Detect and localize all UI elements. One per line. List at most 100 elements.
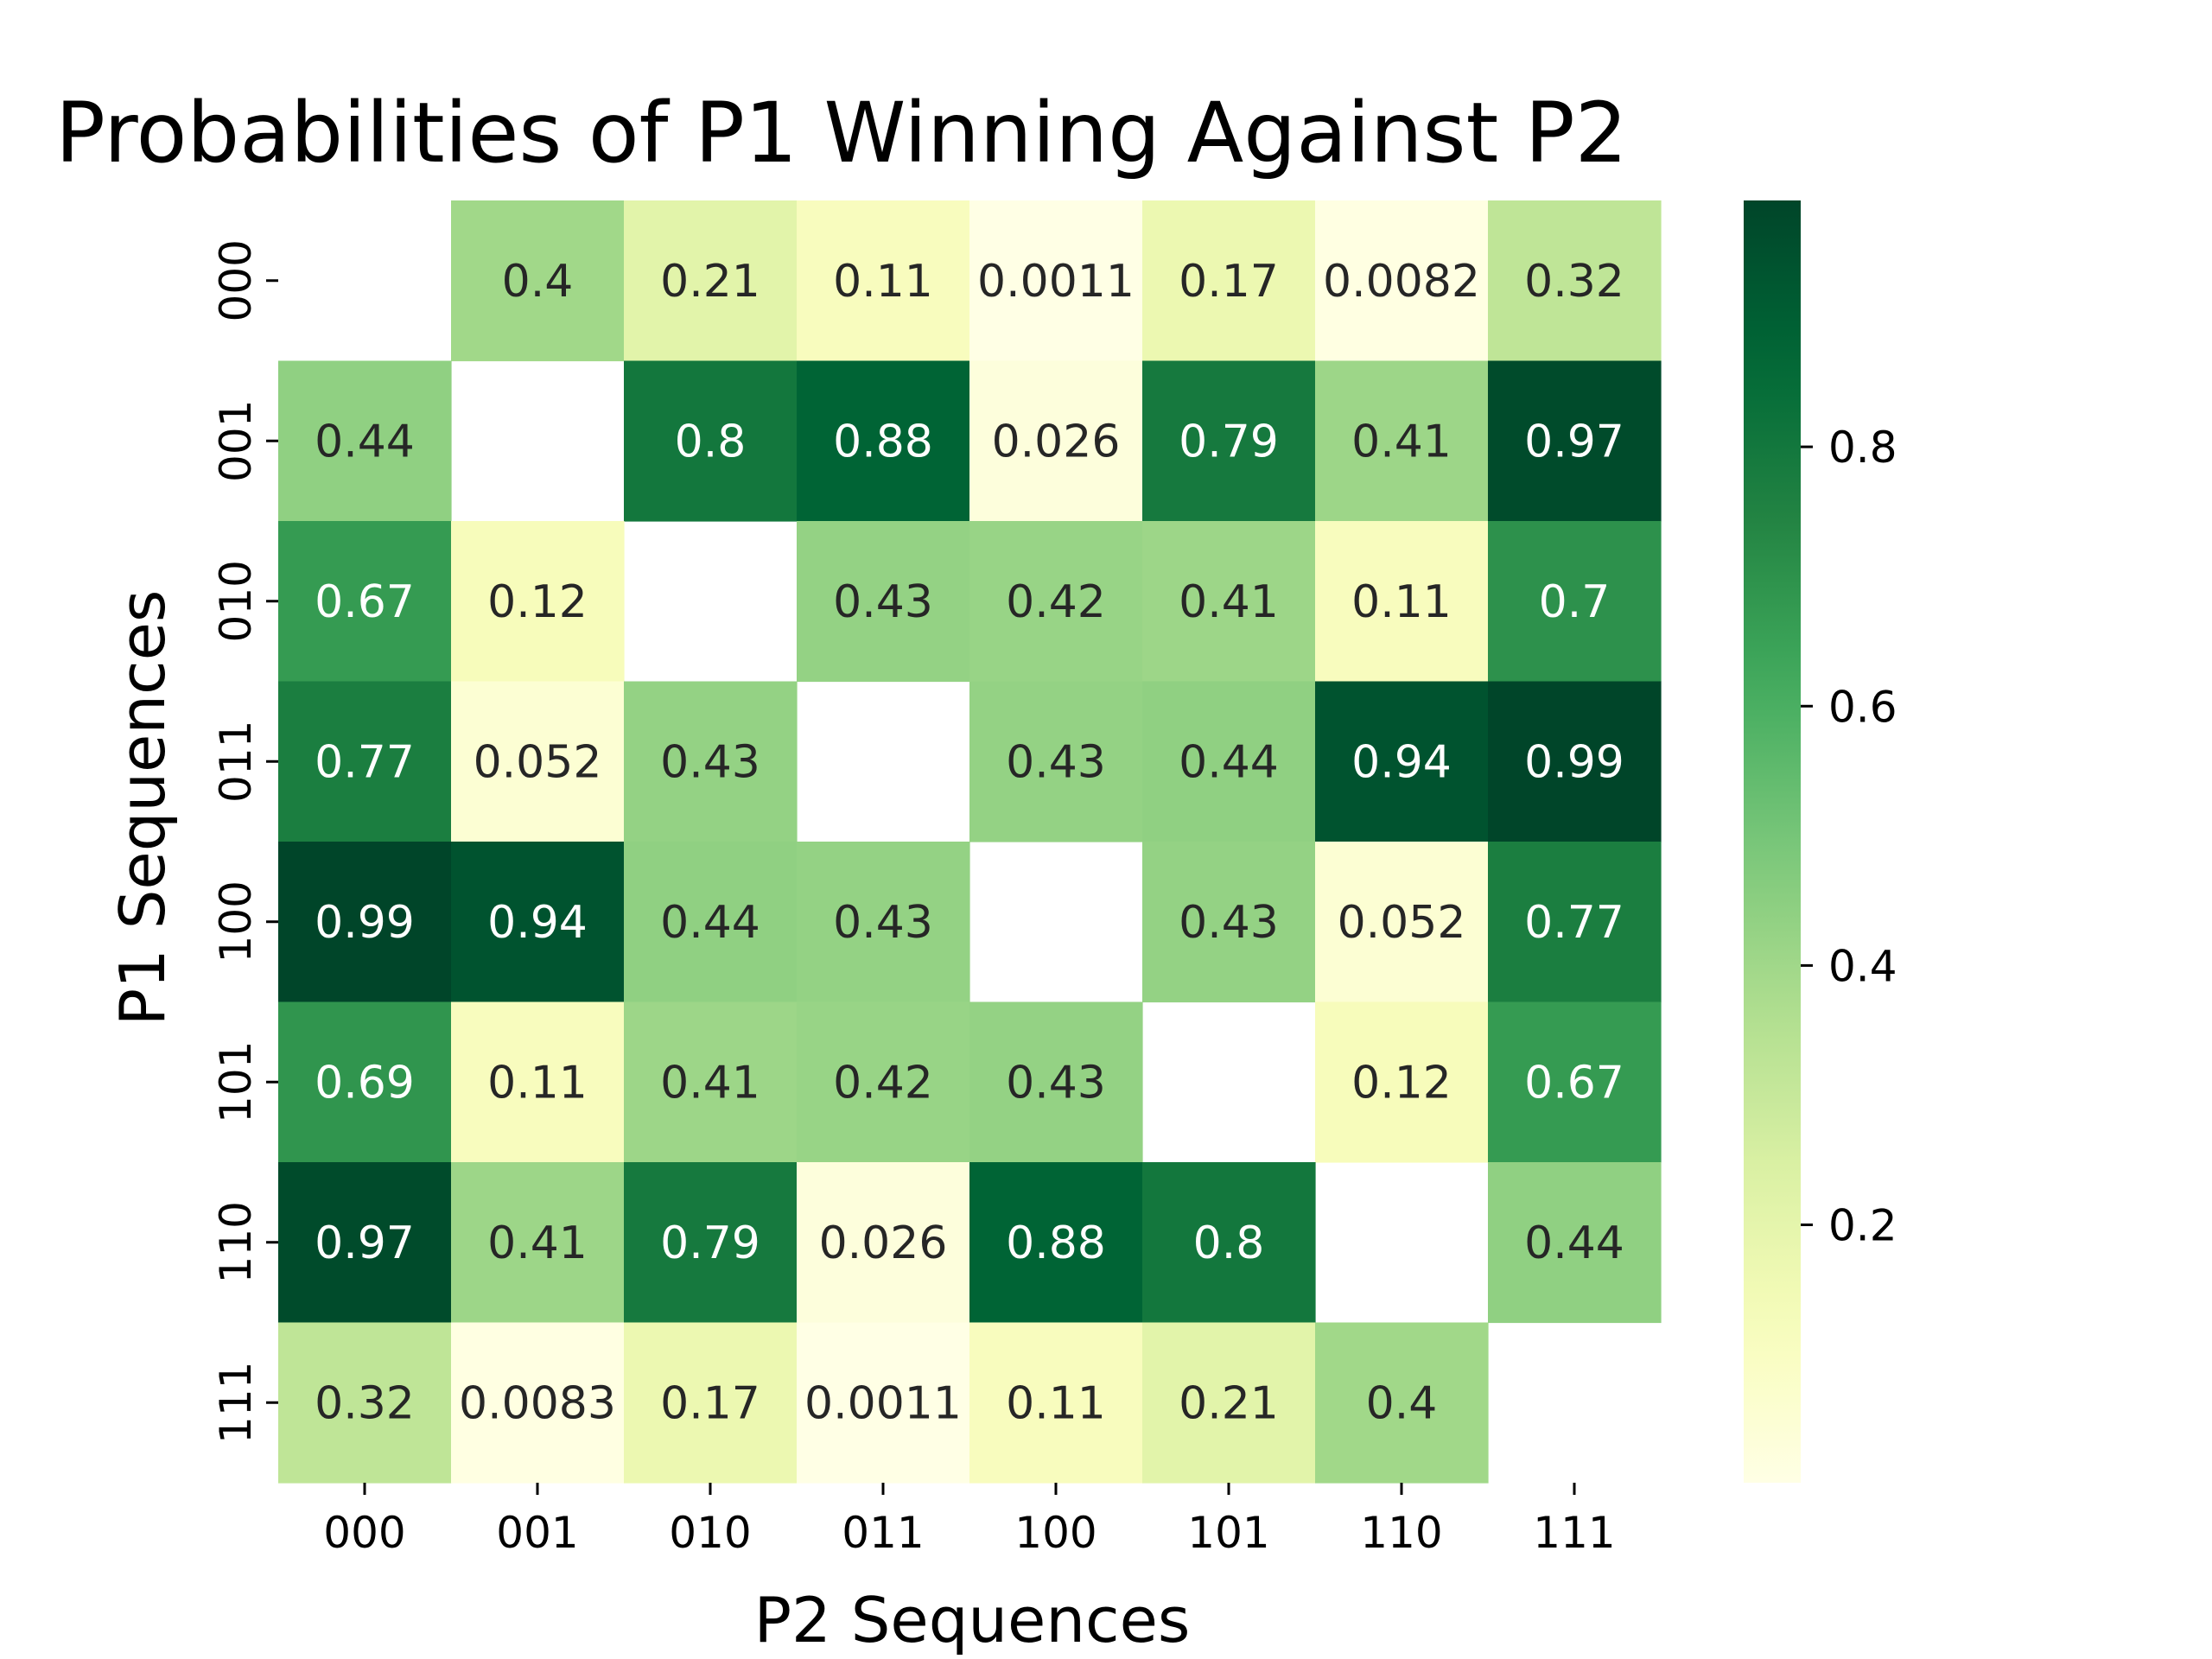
cell-value-label: 0.052	[474, 736, 602, 788]
heatmap-cell	[1142, 360, 1316, 522]
cell-value-label: 0.11	[1351, 576, 1452, 628]
cell-value-label: 0.41	[487, 1217, 588, 1269]
cell-value-label: 0.21	[660, 256, 760, 308]
heatmap-cell	[278, 1322, 452, 1484]
cell-value-label: 0.43	[660, 736, 760, 788]
colorbar-tick-label: 0.6	[1828, 682, 1897, 732]
cell-value-label: 0.69	[315, 1057, 415, 1109]
cell-value-label: 0.77	[315, 736, 415, 788]
cell-value-label: 0.94	[487, 897, 588, 949]
heatmap-cell	[624, 200, 798, 362]
cell-value-label: 0.41	[1179, 576, 1279, 628]
x-axis: 000 001 010 011 100 101 110 111	[323, 1483, 1616, 1558]
heatmap-cell	[624, 1001, 798, 1163]
heatmap-cell	[1488, 200, 1662, 362]
cell-value-label: 0.32	[315, 1377, 415, 1429]
heatmap-cell	[624, 1162, 798, 1324]
chart-title: Probabilities of P1 Winning Against P2	[55, 85, 1628, 181]
heatmap-cell	[797, 521, 970, 683]
heatmap-cell	[1142, 1322, 1316, 1484]
heatmap-cell	[451, 842, 625, 1003]
x-tick-label: 101	[1187, 1508, 1269, 1558]
x-tick-label: 001	[496, 1508, 578, 1558]
heatmap-cell	[1315, 200, 1489, 362]
heatmap-cell	[451, 521, 625, 683]
cell-value-label: 0.11	[1006, 1377, 1106, 1429]
y-tick-label: 001	[211, 400, 261, 482]
colorbar-axis: 0.8 0.6 0.4 0.2	[1801, 423, 1897, 1251]
cell-value-label: 0.4	[1366, 1377, 1438, 1429]
cell-value-label: 0.79	[1179, 416, 1279, 467]
cell-value-label: 0.99	[1524, 736, 1624, 788]
heatmap-cell	[451, 1322, 625, 1484]
heatmap-cell	[1142, 842, 1316, 1003]
heatmap-cell	[797, 842, 970, 1003]
heatmap-cell	[969, 200, 1143, 362]
heatmap-cell	[969, 1322, 1143, 1484]
cell-value-label: 0.97	[315, 1217, 415, 1269]
heatmap-cell	[1142, 521, 1316, 683]
cell-value-label: 0.0083	[459, 1377, 616, 1429]
heatmap-cell	[1315, 521, 1489, 683]
y-tick-label: 010	[211, 560, 261, 642]
cell-value-label: 0.052	[1338, 897, 1466, 949]
cell-value-label: 0.44	[315, 416, 415, 467]
cell-value-label: 0.11	[833, 256, 933, 308]
cell-value-label: 0.8	[1193, 1217, 1265, 1269]
cell-value-label: 0.4	[502, 256, 574, 308]
y-tick-label: 100	[211, 880, 261, 963]
x-axis-label: P2 Sequences	[754, 1584, 1191, 1656]
x-tick-label: 010	[669, 1508, 751, 1558]
cell-value-label: 0.43	[833, 897, 933, 949]
colorbar-tick-label: 0.8	[1828, 423, 1897, 473]
colorbar	[1744, 200, 1801, 1483]
heatmap-cell	[624, 681, 798, 842]
y-tick-label: 110	[211, 1201, 261, 1283]
heatmap-cell	[451, 1001, 625, 1163]
cell-value-label: 0.42	[833, 1057, 933, 1109]
heatmap-cell	[1315, 1322, 1489, 1484]
x-tick-label: 111	[1533, 1508, 1615, 1558]
cell-value-label: 0.0011	[977, 256, 1135, 308]
x-tick-label: 000	[323, 1508, 405, 1558]
cell-value-label: 0.8	[675, 416, 747, 467]
heatmap-cell	[451, 681, 625, 842]
cell-value-label: 0.67	[1524, 1057, 1624, 1109]
heatmap-cell	[1315, 360, 1489, 522]
cell-value-label: 0.44	[660, 897, 760, 949]
cell-value-label: 0.88	[1006, 1217, 1106, 1269]
heatmap-cell	[969, 360, 1143, 522]
cell-value-label: 0.67	[315, 576, 415, 628]
x-tick-label: 100	[1014, 1508, 1096, 1558]
heatmap-cell	[1488, 521, 1662, 683]
cell-value-label: 0.42	[1006, 576, 1106, 628]
y-axis-label: P1 Sequences	[106, 590, 179, 1027]
colorbar-tick-label: 0.4	[1828, 941, 1897, 991]
y-tick-label: 011	[211, 721, 261, 803]
heatmap-cell	[1142, 681, 1316, 842]
heatmap-cell	[624, 1322, 798, 1484]
cell-value-label: 0.43	[1179, 897, 1279, 949]
heatmap-cell	[1142, 1162, 1316, 1324]
heatmap-cell	[451, 200, 625, 362]
cell-value-label: 0.7	[1539, 576, 1611, 628]
heatmap-cell	[278, 1001, 452, 1163]
x-tick-label: 110	[1360, 1508, 1442, 1558]
heatmap-cell	[797, 1162, 970, 1324]
heatmap-cell	[624, 360, 798, 522]
cell-value-label: 0.43	[1006, 1057, 1106, 1109]
heatmap-cell	[797, 1001, 970, 1163]
heatmap-cell	[1142, 200, 1316, 362]
cell-value-label: 0.11	[487, 1057, 588, 1109]
heatmap-cell	[969, 681, 1143, 842]
heatmap-cell	[1315, 681, 1489, 842]
heatmap-cell	[969, 1162, 1143, 1324]
y-tick-label: 101	[211, 1041, 261, 1123]
heatmap-cell	[1488, 842, 1662, 1003]
heatmap-cell	[624, 842, 798, 1003]
heatmap-cell	[1488, 1162, 1662, 1324]
cell-value-label: 0.17	[660, 1377, 760, 1429]
heatmap-cell	[1488, 681, 1662, 842]
cell-value-label: 0.32	[1524, 256, 1624, 308]
